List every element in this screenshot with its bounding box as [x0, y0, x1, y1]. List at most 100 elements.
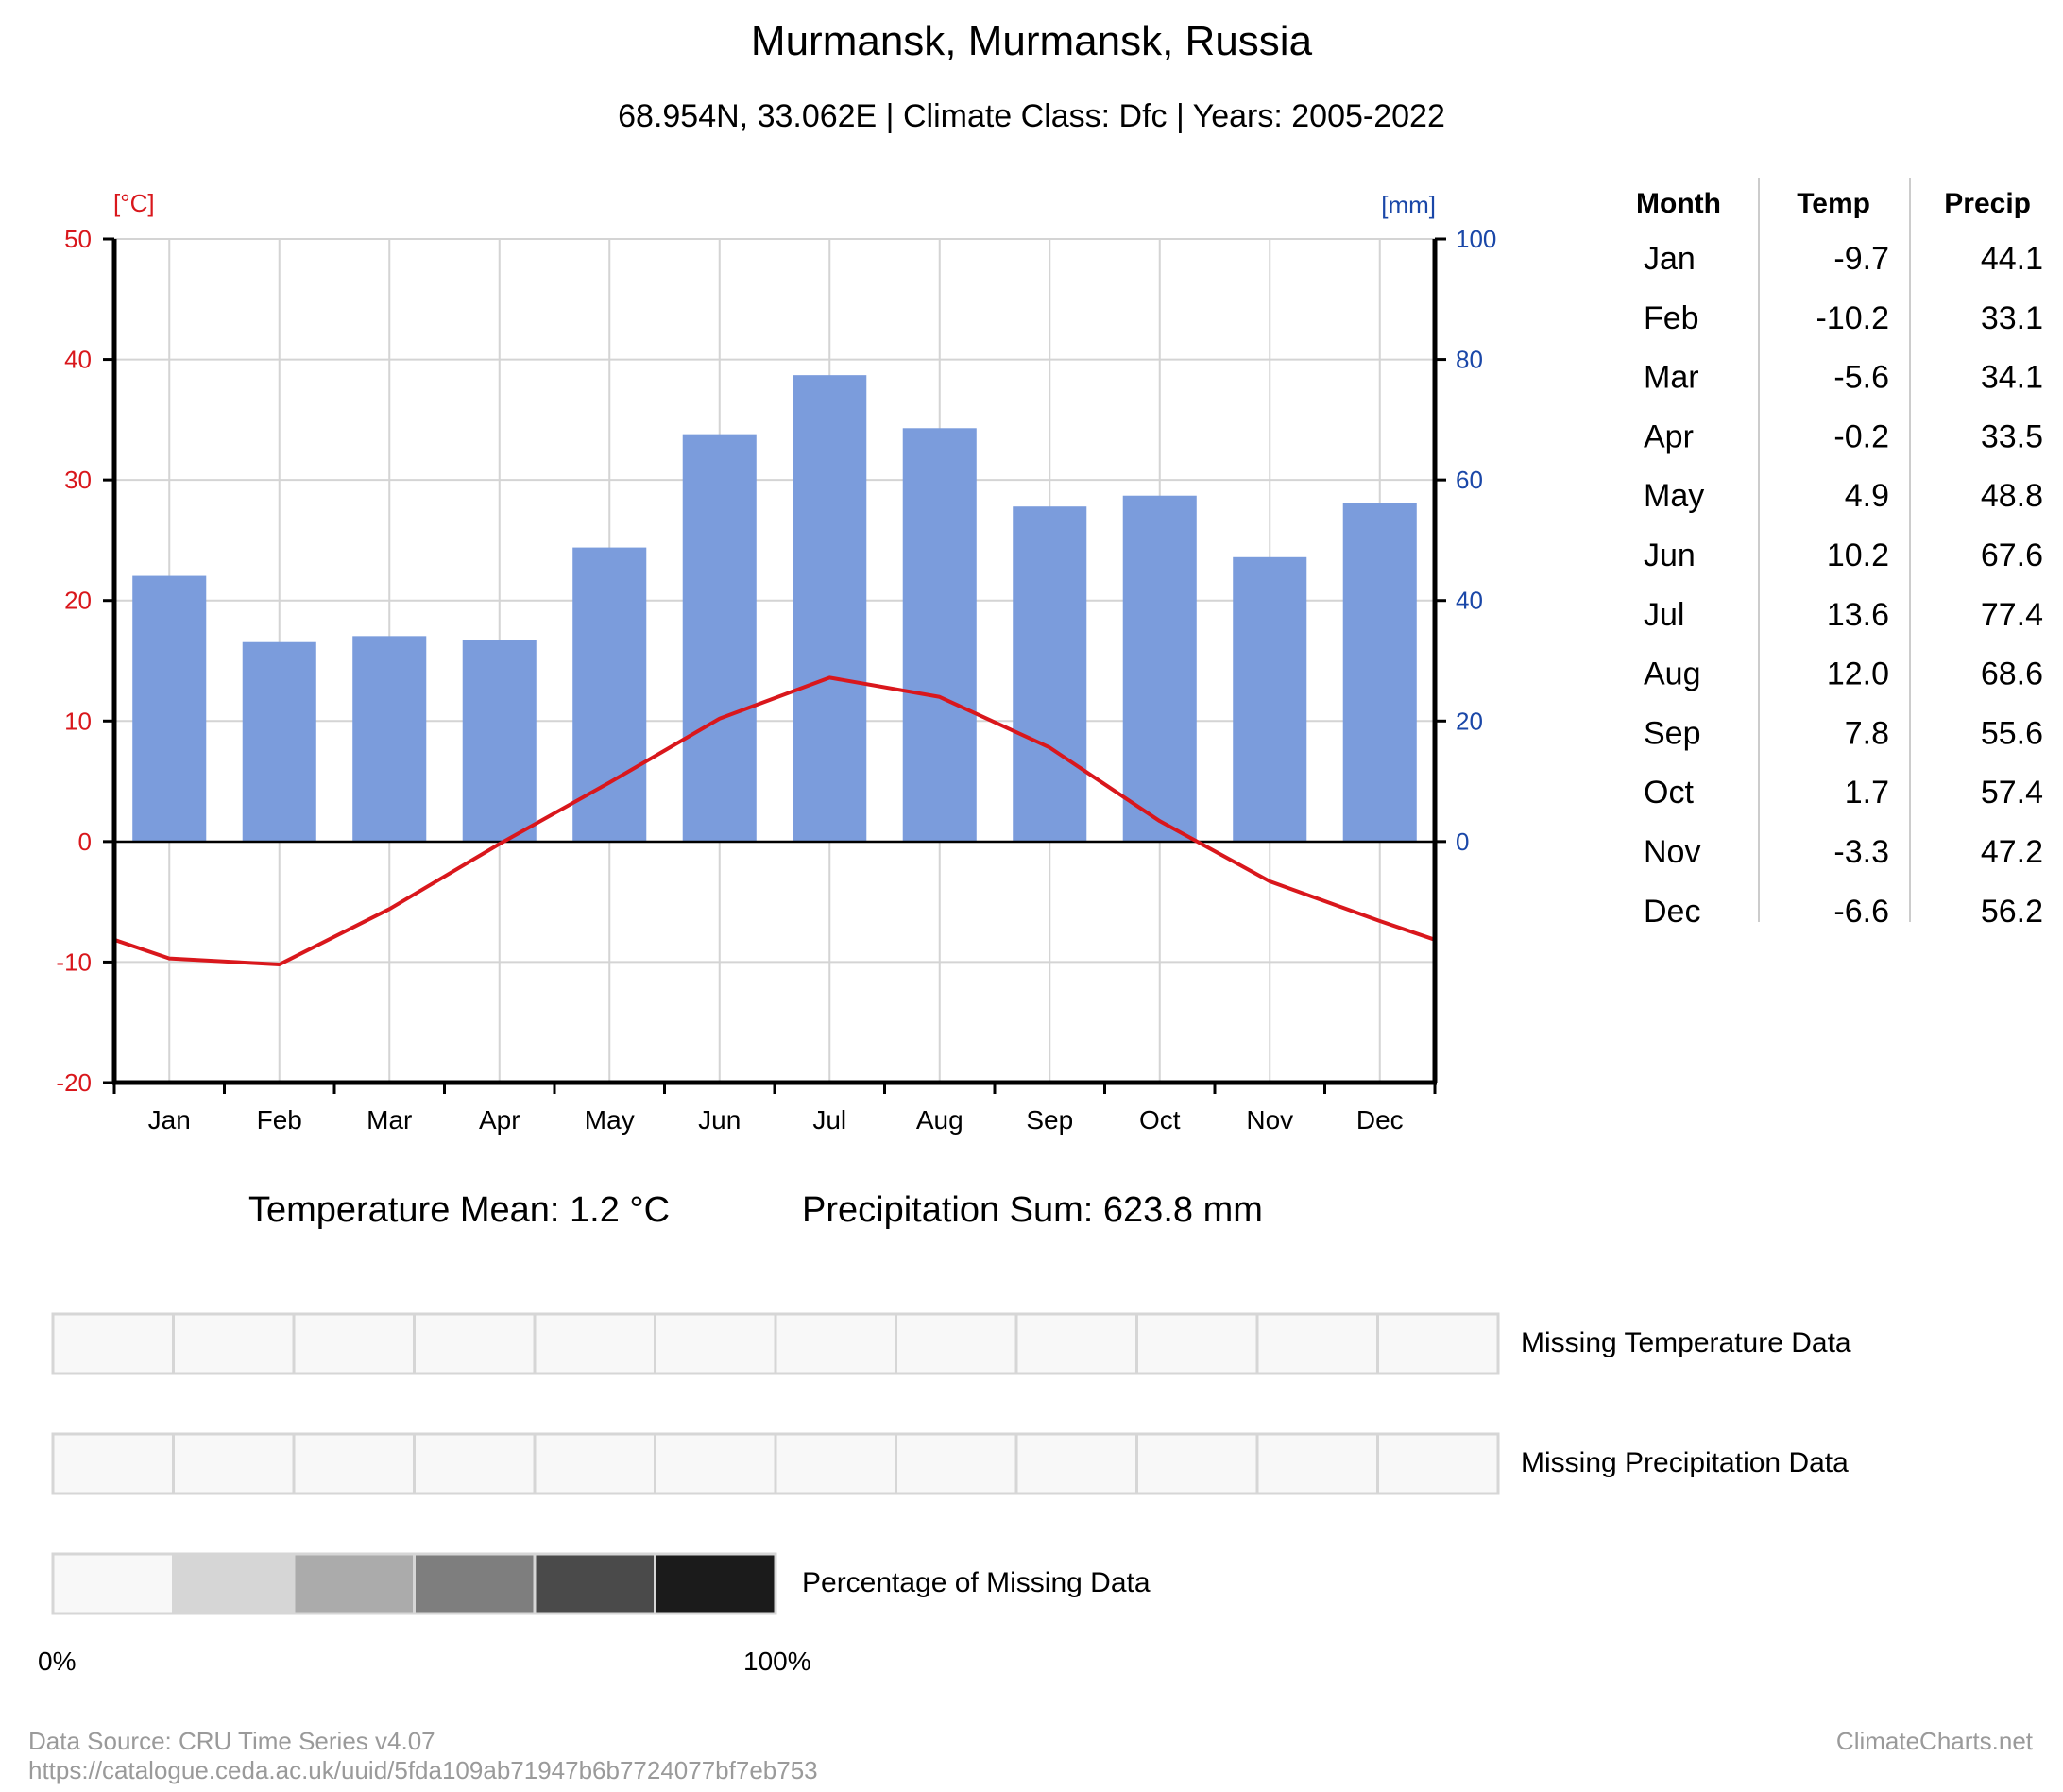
- right-tick-label: 40: [1456, 587, 1483, 615]
- table-header-temp: Temp: [1797, 188, 1870, 219]
- table-cell-month: Aug: [1644, 657, 1701, 692]
- missing-precip-cell: [413, 1432, 537, 1495]
- table-cell-month: Jun: [1644, 538, 1696, 573]
- precip-bar-sep: [1013, 506, 1087, 842]
- table-cell-month: May: [1644, 478, 1704, 514]
- table-cell-month: Sep: [1644, 715, 1701, 751]
- table-cell-temp: 1.7: [1845, 775, 1889, 811]
- missing-temp-label: Missing Temperature Data: [1521, 1327, 1851, 1358]
- table-cell-precip: 33.5: [1981, 418, 2043, 454]
- table-cell-precip: 44.1: [1981, 241, 2043, 277]
- right-tick-label: 100: [1456, 225, 1496, 253]
- missing-temp-cell: [895, 1312, 1018, 1375]
- missing-precip-cells: [51, 1432, 1500, 1495]
- table-cell-temp: 4.9: [1845, 478, 1889, 514]
- x-tick-label: Jan: [148, 1105, 191, 1135]
- left-tick-label: 10: [64, 707, 92, 735]
- left-tick-label: 50: [64, 225, 92, 253]
- left-tick-label: 0: [78, 828, 92, 856]
- x-tick-label: Nov: [1246, 1105, 1293, 1135]
- precip-bar-dec: [1342, 503, 1417, 842]
- precip-bar-jul: [793, 375, 867, 842]
- left-tick-label: 40: [64, 346, 92, 374]
- footer-source-url: https://catalogue.ceda.ac.uk/uuid/5fda10…: [28, 1756, 818, 1784]
- temp-unit-label: [°C]: [113, 189, 155, 217]
- table-cell-precip: 77.4: [1981, 597, 2043, 633]
- table-cell-month: Jan: [1644, 241, 1696, 277]
- table-cell-month: Nov: [1644, 834, 1700, 870]
- right-tick-label: 20: [1456, 707, 1483, 735]
- missing-temp-cell: [1376, 1312, 1500, 1375]
- precip-bar-mar: [352, 636, 427, 842]
- table-header-month: Month: [1636, 188, 1721, 219]
- temp-mean: Temperature Mean: 1.2 °C: [248, 1190, 670, 1230]
- x-ticks: Jan Feb Mar Apr May Jun Jul Aug Sep Oct Nov Dec: [112, 1083, 1437, 1135]
- missing-precip-cell: [533, 1432, 656, 1495]
- right-tick-label: 60: [1456, 466, 1483, 494]
- footer-source: Data Source: CRU Time Series v4.07: [28, 1727, 435, 1755]
- precip-bar-aug: [902, 428, 977, 842]
- missing-temp-cell: [533, 1312, 656, 1375]
- precip-bar-feb: [242, 641, 316, 842]
- precip-unit-label: [mm]: [1381, 191, 1436, 219]
- table-cell-temp: -0.2: [1833, 418, 1889, 454]
- table-cell-month: Apr: [1644, 418, 1694, 454]
- missing-temp-cell: [413, 1312, 537, 1375]
- table-cell-precip: 47.2: [1981, 834, 2043, 870]
- data-table: Month Temp Precip Jan -9.7 44.1 Feb -10.2 33.…: [1636, 178, 2043, 930]
- legend-cell: [533, 1552, 656, 1615]
- left-tick-label: -10: [56, 947, 92, 976]
- table-cell-temp: -5.6: [1833, 360, 1889, 396]
- missing-legend-label: Percentage of Missing Data: [802, 1567, 1151, 1598]
- x-tick-label: Apr: [479, 1105, 520, 1135]
- missing-temp-cell: [51, 1312, 175, 1375]
- x-tick-label: Aug: [916, 1105, 963, 1135]
- missing-temp-cell: [292, 1312, 416, 1375]
- right-y-ticks: 100 80 60 40 20 0: [1435, 225, 1496, 856]
- x-tick-label: Oct: [1139, 1105, 1181, 1135]
- table-header-precip: Precip: [1944, 188, 2031, 219]
- missing-precip-cell: [1135, 1432, 1259, 1495]
- legend-cell: [413, 1552, 537, 1615]
- precip-bar-jan: [132, 575, 207, 842]
- missing-temp-cell: [1255, 1312, 1379, 1375]
- missing-temp-cell: [1135, 1312, 1259, 1375]
- x-tick-label: Jul: [812, 1105, 846, 1135]
- legend-cell: [51, 1552, 175, 1615]
- missing-precip-label: Missing Precipitation Data: [1521, 1447, 1849, 1478]
- table-cell-temp: -9.7: [1833, 241, 1889, 277]
- legend-min-label: 0%: [38, 1647, 76, 1676]
- chart-subtitle: 68.954N, 33.062E | Climate Class: Dfc | …: [618, 98, 1445, 134]
- right-tick-label: 0: [1456, 828, 1469, 856]
- footer-brand: ClimateCharts.net: [1836, 1727, 2034, 1755]
- table-cell-temp: -6.6: [1833, 894, 1889, 930]
- table-cell-month: Feb: [1644, 300, 1699, 336]
- table-cell-precip: 56.2: [1981, 894, 2043, 930]
- table-cell-temp: 13.6: [1827, 597, 1889, 633]
- missing-precip-cell: [895, 1432, 1018, 1495]
- missing-legend-cells: [51, 1552, 777, 1615]
- missing-precip-cell: [1255, 1432, 1379, 1495]
- table-cell-precip: 34.1: [1981, 360, 2043, 396]
- table-cell-temp: -10.2: [1816, 300, 1890, 336]
- x-tick-label: Mar: [367, 1105, 412, 1135]
- x-tick-label: Jun: [698, 1105, 741, 1135]
- temp-line: [113, 675, 1436, 966]
- x-tick-label: Feb: [257, 1105, 302, 1135]
- table-cell-precip: 48.8: [1981, 478, 2043, 514]
- table-cell-temp: 12.0: [1827, 657, 1889, 692]
- precip-bar-oct: [1122, 495, 1197, 842]
- legend-cell: [654, 1552, 777, 1615]
- missing-precip-cell: [172, 1432, 296, 1495]
- table-cell-month: Oct: [1644, 775, 1694, 811]
- chart-title: Murmansk, Murmansk, Russia: [751, 18, 1313, 64]
- precip-bar-apr: [462, 640, 537, 842]
- missing-temp-cell: [1014, 1312, 1138, 1375]
- precip-bar-nov: [1233, 556, 1307, 842]
- left-y-ticks: 50 40 30 20 10 0 -10 -20: [56, 225, 114, 1097]
- table-cell-temp: 10.2: [1827, 538, 1889, 573]
- legend-cell: [172, 1552, 296, 1615]
- legend-max-label: 100%: [743, 1647, 811, 1676]
- table-cell-precip: 33.1: [1981, 300, 2043, 336]
- table-rows: Jan -9.7 44.1 Feb -10.2 33.1 Mar -5.6 34.1 Apr -0.…: [1644, 241, 2043, 930]
